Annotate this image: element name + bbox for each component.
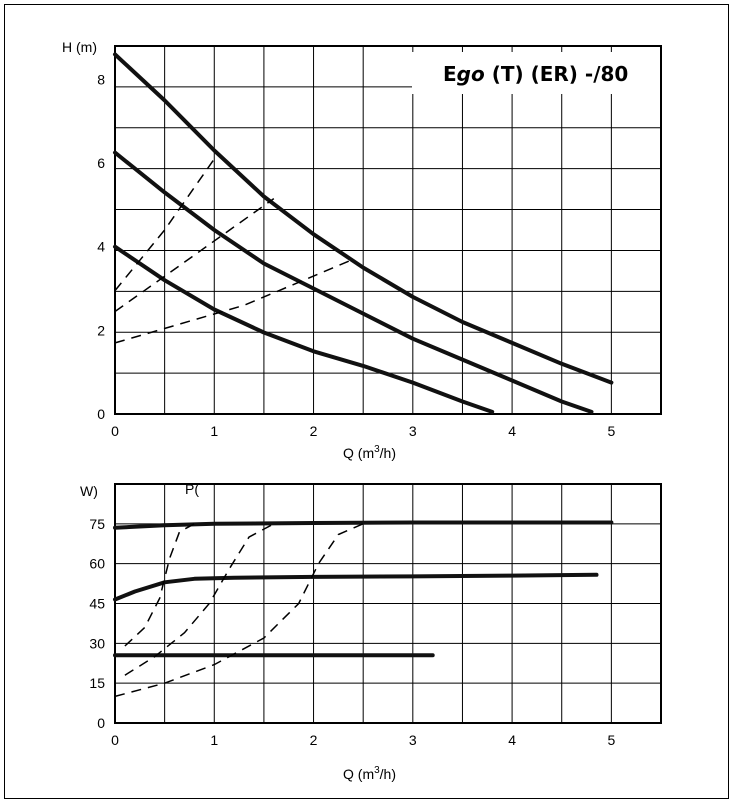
dashed-curve-5 [114,258,354,344]
power-chart-grid [114,483,662,724]
x-tick-label: 4 [508,732,516,748]
solid-curve-1 [113,572,599,602]
x-tick-label: 5 [607,423,615,439]
power-axis-label-right: P( [185,481,199,497]
figure-frame [4,4,729,799]
solid-curve-2 [113,244,495,414]
y-tick-label: 6 [97,155,105,171]
power-axis-label-left: W) [80,483,98,499]
x-tick-label: 5 [607,732,615,748]
x-tick-label: 4 [508,423,516,439]
y-tick-label: 15 [89,675,105,691]
x-tick-label: 3 [409,423,417,439]
y-tick-label: 75 [89,516,105,532]
chart-title: Ego (T) (ER) -/80 [443,62,628,86]
y-tick-label: 60 [89,556,105,572]
x-tick-label: 0 [111,732,119,748]
dashed-curve-5 [114,523,364,698]
power-chart-x-axis-label: Q (m3/h) [343,765,396,782]
y-tick-label: 30 [89,635,105,651]
x-tick-label: 0 [111,423,119,439]
dashed-curve-3 [124,523,195,647]
power-chart-series [113,520,614,698]
y-tick-label: 2 [97,322,105,338]
x-tick-label: 2 [310,732,318,748]
y-tick-label: 8 [97,71,105,87]
y-tick-label: 45 [89,596,105,612]
title-background [412,52,660,94]
head-chart-x-axis-label: Q (m3/h) [343,444,396,461]
x-tick-label: 1 [210,732,218,748]
y-tick-label: 0 [97,715,105,731]
head-chart-series [113,52,614,414]
head-axis-label: H (m) [62,39,97,55]
dashed-curve-3 [114,158,215,292]
head-chart-grid [114,45,662,415]
x-tick-label: 2 [310,423,318,439]
y-tick-label: 4 [97,239,105,255]
y-tick-label: 0 [97,406,105,422]
x-tick-label: 1 [210,423,218,439]
head-chart-ticks: 0 1 2 3 4 5 0 2 4 6 8 [97,71,615,439]
dashed-curve-4 [114,197,275,313]
plot-border [114,45,662,415]
x-tick-label: 3 [409,732,417,748]
dashed-curve-4 [124,523,275,676]
solid-curve-1 [113,150,594,414]
solid-curve-0 [113,52,614,385]
plot-border [114,483,662,724]
solid-curve-0 [113,520,614,530]
